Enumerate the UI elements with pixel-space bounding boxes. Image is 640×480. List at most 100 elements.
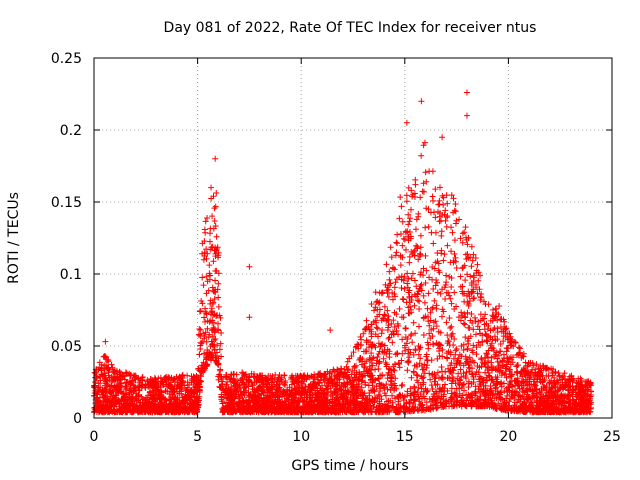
data-point (393, 239, 400, 246)
data-point (373, 383, 380, 390)
data-point (446, 292, 453, 299)
data-point (397, 262, 404, 269)
data-point (260, 383, 267, 390)
data-point (465, 324, 472, 331)
data-point (471, 295, 478, 302)
data-point (514, 362, 521, 369)
data-point (215, 280, 222, 287)
data-point (355, 376, 362, 383)
data-point (427, 376, 434, 383)
data-point (211, 296, 218, 303)
data-point (410, 319, 417, 326)
data-point (357, 333, 364, 340)
data-point (455, 314, 462, 321)
data-point (414, 372, 421, 379)
data-point (392, 293, 399, 300)
data-point (438, 250, 445, 257)
data-point (437, 290, 444, 297)
data-point (416, 305, 423, 312)
data-point (375, 391, 382, 398)
data-point (396, 215, 403, 222)
data-point (422, 279, 429, 286)
data-point (471, 314, 478, 321)
data-point (386, 354, 393, 361)
data-point (434, 369, 441, 376)
data-point (203, 246, 210, 253)
data-point (451, 237, 458, 244)
data-point (434, 289, 441, 296)
data-point (433, 279, 440, 286)
data-point (472, 255, 479, 262)
data-point (400, 235, 407, 242)
data-point (195, 331, 202, 338)
data-point (373, 324, 380, 331)
data-point (402, 324, 409, 331)
data-point (442, 207, 449, 214)
data-point (496, 302, 503, 309)
data-point (409, 339, 416, 346)
data-point (420, 332, 427, 339)
data-point (468, 243, 475, 250)
data-point (122, 369, 129, 376)
data-point (442, 296, 449, 303)
data-point (464, 346, 471, 353)
data-point (405, 357, 412, 364)
data-point (458, 373, 465, 380)
data-point (394, 240, 401, 247)
data-point (438, 232, 445, 239)
data-point (455, 370, 462, 377)
data-point (399, 218, 406, 225)
data-point (215, 294, 222, 301)
data-point (464, 251, 471, 258)
data-point (460, 320, 467, 327)
data-point (425, 223, 432, 230)
data-point (233, 371, 240, 378)
data-point (457, 366, 464, 373)
data-point (379, 327, 386, 334)
data-point (495, 352, 502, 359)
data-point (375, 365, 382, 372)
data-point (206, 262, 213, 269)
data-point (464, 241, 471, 248)
data-point (465, 380, 472, 387)
data-point (416, 298, 423, 305)
data-point (404, 358, 411, 365)
data-point (399, 242, 406, 249)
data-point (484, 351, 491, 358)
data-point (358, 336, 365, 343)
data-point (411, 302, 418, 309)
data-point (407, 206, 414, 213)
data-point (439, 306, 446, 313)
data-point (215, 320, 222, 327)
data-point (417, 355, 424, 362)
data-point (415, 210, 422, 217)
data-point (435, 201, 442, 208)
data-point (426, 274, 433, 281)
data-point (215, 303, 222, 310)
data-point (406, 218, 413, 225)
data-point (420, 180, 427, 187)
data-point (430, 197, 437, 204)
data-point (462, 334, 469, 341)
data-point (415, 351, 422, 358)
data-points (91, 89, 595, 416)
data-point (438, 313, 445, 320)
data-point (468, 263, 475, 270)
data-point (463, 292, 470, 299)
data-point (484, 377, 491, 384)
data-point (496, 348, 503, 355)
data-point (475, 277, 482, 284)
data-point (212, 277, 219, 284)
data-point (392, 279, 399, 286)
data-point (448, 248, 455, 255)
data-point (485, 301, 492, 308)
data-point (474, 323, 481, 330)
data-point (412, 226, 419, 233)
data-point (206, 230, 213, 237)
data-point (419, 188, 426, 195)
data-point (429, 385, 436, 392)
data-point (369, 362, 376, 369)
data-point (473, 351, 480, 358)
data-point (423, 267, 430, 274)
data-point (453, 264, 460, 271)
